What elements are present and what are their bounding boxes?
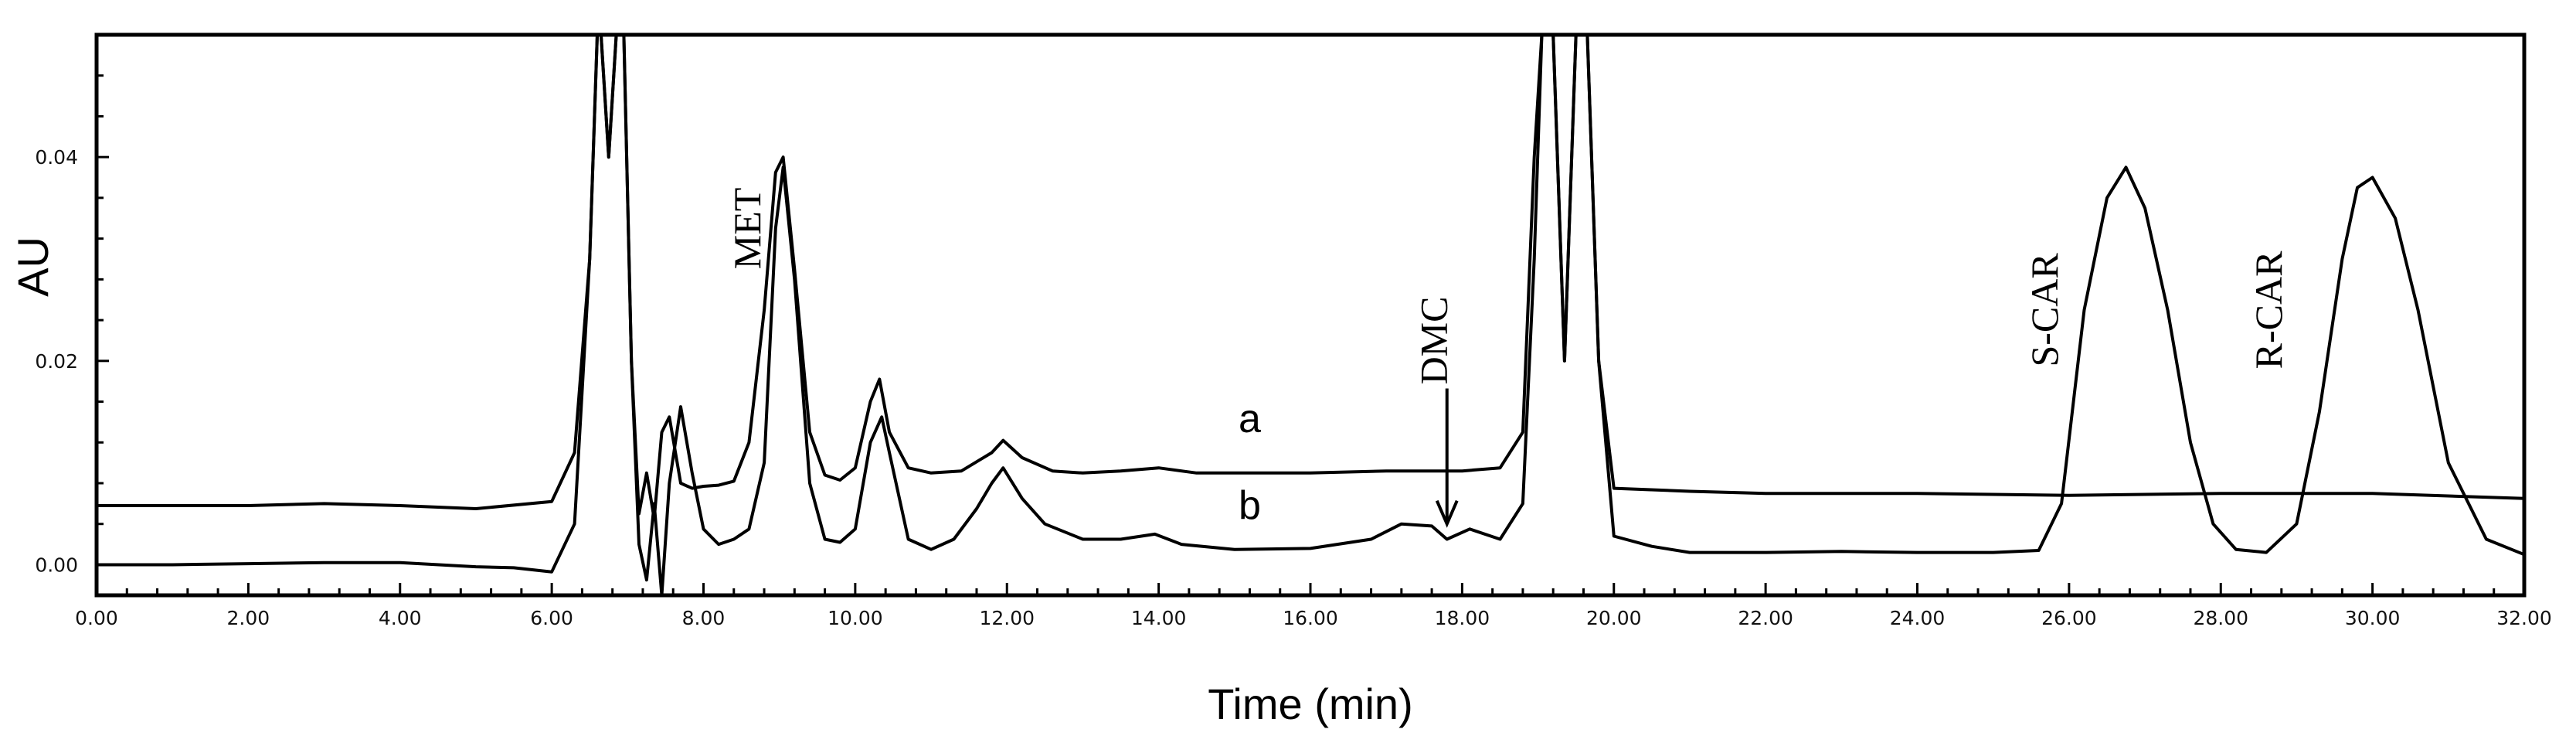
x-tick-label: 4.00 bbox=[379, 607, 422, 629]
x-tick-label: 26.00 bbox=[2041, 607, 2097, 629]
x-tick-label: 28.00 bbox=[2193, 607, 2248, 629]
x-axis: 0.00 2.00 4.00 6.00 8.00 10.00 12.00 14.00 16.00… bbox=[75, 583, 2552, 629]
y-tick-label: 0.02 bbox=[35, 350, 78, 373]
x-tick-label: 2.00 bbox=[227, 607, 270, 629]
x-tick-label: 20.00 bbox=[1586, 607, 1642, 629]
peak-annotations: ab MET DMC S-CAR R-CAR bbox=[726, 188, 2290, 528]
x-tick-label: 6.00 bbox=[530, 607, 573, 629]
x-tick-label: 0.00 bbox=[75, 607, 118, 629]
y-tick-label: 0.04 bbox=[35, 146, 78, 169]
trace-b bbox=[97, 33, 2525, 597]
x-tick-label: 32.00 bbox=[2496, 607, 2552, 629]
x-axis-title: Time (min) bbox=[1208, 680, 1412, 728]
trace-label-b: b bbox=[1239, 483, 1261, 528]
trace-label-a: a bbox=[1239, 397, 1261, 441]
x-tick-label: 12.00 bbox=[979, 607, 1035, 629]
x-tick-label: 8.00 bbox=[682, 607, 726, 629]
peak-label-r-car: R-CAR bbox=[2247, 250, 2290, 369]
chromatogram-traces bbox=[97, 33, 2525, 597]
plot-frame bbox=[94, 32, 2527, 598]
peak-label-s-car: S-CAR bbox=[2023, 253, 2066, 367]
x-tick-label: 10.00 bbox=[828, 607, 883, 629]
y-tick-label: 0.00 bbox=[35, 554, 78, 576]
x-tick-label: 14.00 bbox=[1131, 607, 1187, 629]
x-tick-label: 30.00 bbox=[2345, 607, 2401, 629]
peak-label-met: MET bbox=[726, 188, 769, 270]
x-tick-label: 18.00 bbox=[1435, 607, 1490, 629]
x-tick-label: 22.00 bbox=[1738, 607, 1793, 629]
y-axis: 0.00 0.02 0.04 bbox=[35, 33, 109, 576]
x-tick-label: 16.00 bbox=[1283, 607, 1338, 629]
x-tick-label: 24.00 bbox=[1890, 607, 1946, 629]
peak-label-dmc: DMC bbox=[1412, 296, 1456, 384]
y-axis-title: AU bbox=[8, 237, 57, 297]
dmc-arrowhead bbox=[1435, 499, 1459, 528]
